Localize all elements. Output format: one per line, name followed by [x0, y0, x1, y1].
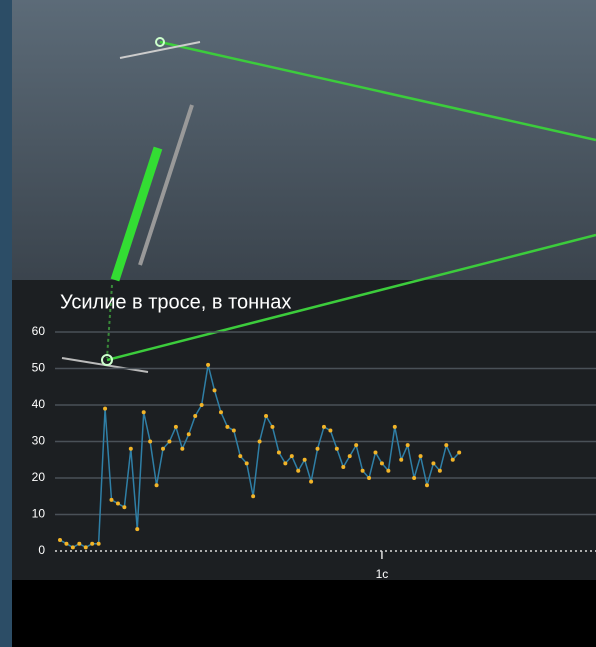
- data-point: [103, 406, 108, 411]
- data-point: [379, 461, 384, 466]
- data-point: [180, 446, 185, 451]
- x-tick-label: 1с: [376, 567, 389, 581]
- data-point: [257, 439, 262, 444]
- data-point: [264, 413, 269, 418]
- data-point: [167, 439, 172, 444]
- scene: [12, 0, 596, 285]
- data-point: [161, 446, 166, 451]
- data-point: [334, 446, 339, 451]
- data-point: [328, 428, 333, 433]
- data-point: [193, 413, 198, 418]
- data-point: [141, 410, 146, 415]
- y-tick-label: 20: [32, 470, 46, 484]
- data-point: [321, 424, 326, 429]
- data-point: [276, 450, 281, 455]
- y-tick-label: 50: [32, 361, 46, 375]
- data-point: [109, 497, 114, 502]
- data-point: [244, 461, 249, 466]
- data-point: [128, 446, 133, 451]
- data-point: [373, 450, 378, 455]
- data-point: [199, 403, 204, 407]
- data-point: [418, 454, 423, 459]
- data-point: [431, 461, 436, 466]
- data-point: [148, 439, 153, 444]
- data-point: [231, 428, 236, 433]
- data-point: [115, 501, 120, 506]
- data-point: [360, 468, 365, 473]
- data-point: [309, 479, 314, 484]
- edge-strip: [0, 0, 12, 647]
- data-point: [238, 454, 243, 459]
- data-point: [302, 457, 307, 462]
- data-point: [270, 424, 275, 429]
- data-point: [437, 468, 442, 473]
- y-tick-label: 10: [32, 507, 46, 521]
- data-point: [90, 541, 95, 546]
- data-point: [457, 450, 462, 455]
- data-point: [347, 454, 352, 459]
- data-point: [392, 424, 397, 429]
- y-tick-label: 60: [32, 324, 46, 338]
- y-tick-label: 30: [32, 434, 46, 448]
- data-point: [399, 457, 404, 462]
- data-point: [206, 362, 211, 367]
- chart-title: Усилие в тросе, в тоннах: [60, 291, 291, 313]
- data-point: [251, 494, 256, 499]
- data-point: [450, 457, 455, 462]
- data-point: [77, 541, 82, 546]
- data-point: [154, 483, 159, 488]
- data-point: [444, 443, 449, 448]
- data-point: [405, 443, 410, 448]
- data-point: [341, 465, 346, 470]
- data-point: [58, 538, 62, 543]
- data-point: [218, 410, 223, 415]
- data-point: [64, 541, 69, 546]
- data-point: [424, 483, 429, 488]
- data-point: [173, 424, 178, 429]
- data-point: [122, 505, 127, 510]
- data-point: [386, 468, 391, 473]
- data-point: [70, 545, 75, 550]
- data-point: [96, 541, 101, 546]
- data-point: [83, 545, 88, 550]
- data-point: [225, 424, 230, 429]
- data-point: [412, 476, 417, 480]
- crane-illustration: [61, 37, 596, 373]
- data-point: [135, 527, 140, 532]
- data-point: [315, 446, 320, 451]
- data-point: [367, 476, 372, 480]
- y-tick-label: 0: [38, 543, 45, 557]
- data-point: [212, 388, 217, 393]
- data-point: [186, 432, 191, 437]
- data-point: [289, 454, 294, 459]
- y-tick-label: 40: [32, 397, 46, 411]
- data-point: [296, 468, 301, 473]
- data-point: [283, 461, 288, 466]
- data-point: [354, 443, 359, 448]
- chart-panel: [12, 280, 596, 580]
